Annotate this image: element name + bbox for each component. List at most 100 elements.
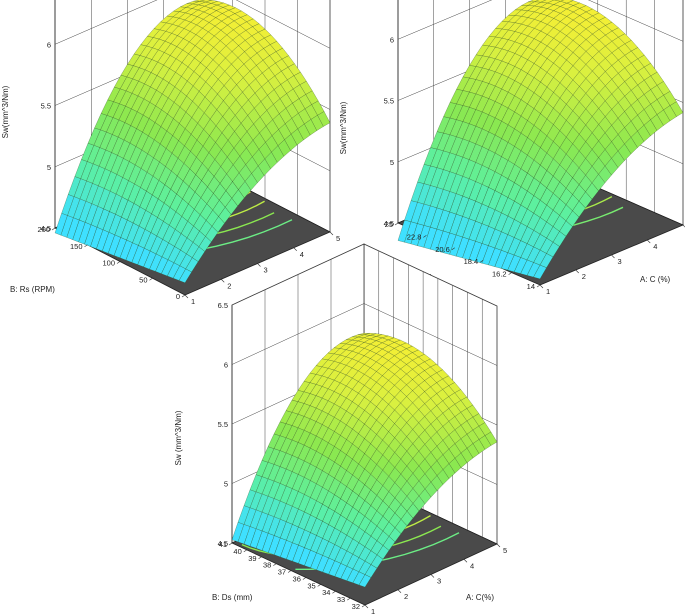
x-tick-label: 4: [653, 242, 657, 251]
y-tick-label: 20.6: [435, 245, 450, 254]
z-axis-title: Sw (mm^3/Nm): [174, 410, 183, 465]
z-tick-label: 6: [47, 40, 51, 49]
y-tick-label: 50: [139, 275, 147, 284]
y-tick-mark: [536, 284, 541, 288]
surface-patch: [358, 574, 372, 588]
z-axis-title: Sw(mm^3/Nm): [1, 85, 10, 138]
x-tick-mark: [397, 589, 402, 593]
y-tick-label: 35: [307, 581, 315, 590]
y-tick-mark: [451, 247, 455, 251]
z-tick-label: 4.5: [384, 219, 394, 228]
y-tick-mark: [116, 261, 121, 264]
y-tick-label: 14: [527, 282, 535, 291]
response-surface: [231, 333, 498, 588]
y-tick-label: 38: [263, 561, 271, 570]
x-tick-mark: [647, 239, 651, 244]
y-tick-mark: [361, 604, 366, 608]
x-tick-label: 4: [470, 561, 474, 570]
y-tick-label: 200: [37, 225, 50, 234]
y-tick-mark: [243, 549, 247, 553]
x-tick-label: 2: [227, 281, 231, 290]
x-tick-mark: [221, 279, 225, 283]
x-tick-mark: [430, 574, 435, 578]
y-tick-label: 37: [278, 568, 286, 577]
x-tick-label: 5: [503, 546, 507, 555]
x-tick-label: 3: [618, 257, 622, 266]
z-gridline: [54, 0, 331, 49]
chart-1: 4.555.566.512345050100150200Sw(mm^3/Nm)A…: [1, 0, 340, 306]
x-tick-label: 3: [437, 577, 441, 586]
y-tick-mark: [317, 584, 321, 587]
y-axis-title: B: Ds (mm): [212, 593, 253, 602]
y-tick-mark: [149, 278, 153, 281]
z-axis-title: Sw(mm^3/Nm): [339, 101, 348, 154]
z-tick-label: 6.5: [218, 301, 228, 310]
y-tick-mark: [347, 597, 351, 601]
z-tick-label: 5: [47, 163, 51, 172]
y-tick-label: 34: [322, 588, 330, 597]
x-tick-label: 1: [546, 287, 550, 296]
y-tick-label: 33: [337, 595, 345, 604]
x-tick-label: 3: [264, 266, 268, 275]
x-tick-mark: [496, 543, 501, 548]
z-tick-label: 4.5: [218, 539, 228, 548]
x-tick-label: 5: [336, 234, 340, 243]
x-tick-mark: [293, 247, 297, 251]
y-tick-mark: [423, 235, 427, 238]
x-tick-mark: [539, 284, 544, 289]
y-tick-mark: [84, 244, 88, 247]
z-tick-label: 5.5: [384, 97, 394, 106]
y-tick-label: 41: [219, 540, 227, 549]
chart-2: 4.555.566.5123451416.218.420.622.825Sw(m…: [339, 0, 685, 296]
y-tick-mark: [332, 590, 336, 594]
y-tick-label: 100: [102, 259, 115, 268]
y-tick-label: 22.8: [407, 232, 422, 241]
y-tick-label: 16.2: [492, 270, 507, 279]
z-tick-label: 5.5: [218, 420, 228, 429]
z-tick-label: 6: [390, 35, 394, 44]
x-tick-label: 2: [582, 272, 586, 281]
z-tick-label: 5.5: [41, 102, 51, 111]
y-tick-label: 150: [70, 242, 83, 251]
y-tick-mark: [508, 272, 512, 275]
y-tick-mark: [273, 563, 277, 566]
x-tick-mark: [364, 604, 369, 609]
y-tick-label: 32: [352, 602, 360, 611]
y-tick-mark: [228, 542, 233, 546]
x-axis-title: A: C (%): [640, 275, 671, 284]
x-tick-mark: [329, 231, 334, 236]
x-axis-title: A: C(%): [466, 593, 494, 602]
y-tick-mark: [480, 259, 484, 263]
x-tick-label: 4: [300, 250, 304, 259]
y-tick-label: 39: [248, 554, 256, 563]
z-tick-label: 5: [224, 480, 228, 489]
x-tick-mark: [184, 294, 189, 299]
x-tick-mark: [575, 269, 579, 274]
y-tick-label: 40: [233, 547, 241, 556]
y-tick-label: 18.4: [464, 257, 479, 266]
y-tick-mark: [287, 570, 292, 573]
y-tick-label: 36: [293, 574, 301, 583]
y-tick-mark: [181, 294, 186, 298]
x-tick-label: 2: [404, 592, 408, 601]
x-tick-label: 1: [191, 297, 195, 306]
x-tick-mark: [463, 559, 468, 563]
x-tick-mark: [611, 254, 615, 259]
y-tick-label: 25: [385, 220, 393, 229]
y-tick-mark: [51, 227, 56, 231]
response-surface: [54, 0, 331, 284]
response-surface: [397, 0, 684, 280]
x-tick-label: 1: [371, 607, 375, 614]
y-tick-mark: [394, 222, 399, 226]
y-tick-mark: [258, 556, 262, 560]
surface-patch: [533, 264, 547, 280]
y-tick-label: 0: [176, 292, 180, 301]
surface-patch: [178, 268, 192, 284]
y-axis-title: B: Rs (RPM): [10, 285, 55, 294]
z-gridline: [397, 0, 684, 42]
y-tick-mark: [302, 577, 307, 580]
z-tick-label: 5: [390, 158, 394, 167]
z-tick-label: 4.5: [41, 224, 51, 233]
